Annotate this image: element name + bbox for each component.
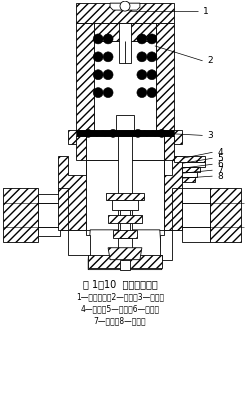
Text: 8: 8 — [217, 172, 223, 181]
Polygon shape — [182, 162, 205, 167]
Polygon shape — [58, 156, 86, 230]
Polygon shape — [182, 177, 195, 182]
Text: 1: 1 — [203, 6, 208, 15]
Text: 5: 5 — [217, 154, 223, 163]
Text: 7: 7 — [217, 166, 223, 175]
Circle shape — [103, 52, 113, 62]
Text: 3: 3 — [207, 131, 213, 140]
Polygon shape — [156, 23, 174, 130]
Polygon shape — [39, 194, 60, 236]
Polygon shape — [94, 23, 156, 41]
Text: 图 1－10  可调式减压阀: 图 1－10 可调式减压阀 — [83, 279, 157, 290]
Text: 6: 6 — [217, 160, 223, 169]
Circle shape — [137, 70, 147, 80]
Text: 1—调节螺杆；2—弹簧；3—膜片；: 1—调节螺杆；2—弹簧；3—膜片； — [76, 292, 164, 301]
Circle shape — [147, 34, 157, 44]
Polygon shape — [76, 23, 94, 130]
Circle shape — [120, 1, 130, 11]
Circle shape — [93, 87, 103, 98]
Circle shape — [84, 130, 92, 137]
Polygon shape — [3, 188, 39, 242]
Polygon shape — [209, 188, 241, 242]
Circle shape — [137, 52, 147, 62]
Circle shape — [93, 34, 103, 44]
Polygon shape — [108, 215, 142, 223]
Text: 4: 4 — [217, 148, 223, 157]
Circle shape — [93, 52, 103, 62]
Polygon shape — [76, 3, 174, 23]
Polygon shape — [118, 136, 132, 236]
Polygon shape — [106, 193, 144, 200]
Polygon shape — [76, 130, 174, 136]
Polygon shape — [86, 136, 164, 160]
Circle shape — [103, 87, 113, 98]
Circle shape — [147, 70, 157, 80]
Polygon shape — [108, 248, 142, 260]
Polygon shape — [68, 230, 90, 260]
Text: 2: 2 — [207, 56, 213, 65]
Circle shape — [103, 34, 113, 44]
Circle shape — [109, 130, 117, 137]
Polygon shape — [94, 41, 156, 130]
Polygon shape — [120, 210, 130, 240]
Polygon shape — [58, 188, 68, 230]
Polygon shape — [88, 255, 162, 268]
Circle shape — [103, 70, 113, 80]
Polygon shape — [86, 160, 164, 230]
Polygon shape — [119, 23, 131, 63]
Polygon shape — [118, 238, 132, 248]
Polygon shape — [110, 3, 140, 10]
Polygon shape — [174, 156, 205, 162]
Circle shape — [134, 130, 142, 137]
Polygon shape — [160, 230, 172, 260]
Text: 4—阀体；5—阀芯；6—阀座；: 4—阀体；5—阀芯；6—阀座； — [81, 305, 160, 313]
Polygon shape — [120, 260, 130, 270]
Circle shape — [137, 87, 147, 98]
Circle shape — [158, 130, 166, 137]
Polygon shape — [182, 167, 200, 172]
Circle shape — [147, 52, 157, 62]
Text: 7—阀瓣；8—限位母: 7—阀瓣；8—限位母 — [94, 316, 146, 325]
Circle shape — [147, 87, 157, 98]
Polygon shape — [116, 115, 134, 130]
Polygon shape — [182, 172, 197, 177]
Polygon shape — [113, 230, 137, 238]
Polygon shape — [112, 200, 138, 210]
Polygon shape — [182, 188, 209, 242]
Circle shape — [93, 70, 103, 80]
Polygon shape — [76, 136, 86, 160]
Polygon shape — [68, 130, 182, 144]
Polygon shape — [164, 156, 182, 230]
Polygon shape — [88, 230, 162, 270]
Polygon shape — [172, 188, 182, 230]
Circle shape — [137, 34, 147, 44]
Polygon shape — [164, 136, 174, 160]
